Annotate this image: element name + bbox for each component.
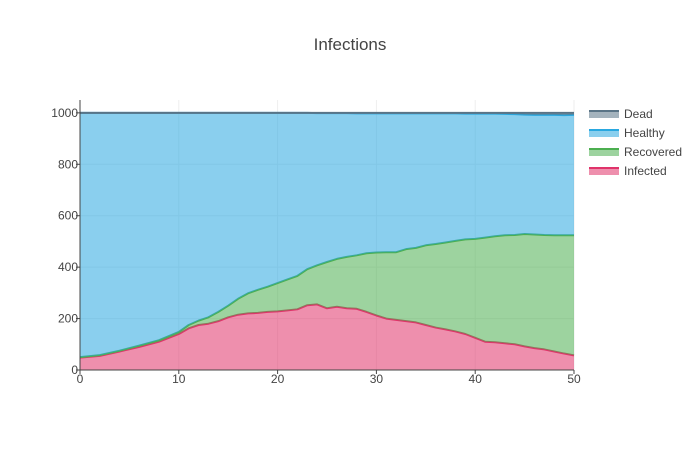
x-tick-label: 50 [567,372,581,386]
legend-swatch-recovered [589,148,619,156]
y-tick-label: 0 [71,363,78,377]
plot-areas [79,111,575,370]
y-tick-label: 800 [58,157,78,171]
x-tick-label: 30 [370,372,384,386]
area-recovered [80,233,574,358]
y-tick-label: 400 [58,260,78,274]
y-tick-label: 200 [58,312,78,326]
legend: Dead Healthy Recovered Infected [589,107,682,178]
x-tick-label: 0 [77,372,84,386]
x-tick-label: 10 [172,372,186,386]
legend-swatch-infected [589,167,619,175]
legend-label-dead: Dead [624,107,653,121]
legend-swatch-healthy [589,129,619,137]
legend-label-healthy: Healthy [624,126,665,140]
area-healthy [80,112,574,358]
chart-title: Infections [314,35,387,54]
y-tick-label: 600 [58,209,78,223]
x-tick-label: 40 [469,372,483,386]
legend-swatch-dead [589,110,619,118]
x-tick-label: 20 [271,372,285,386]
area-infected [80,304,574,370]
legend-label-infected: Infected [624,164,667,178]
y-tick-label: 1000 [51,106,78,120]
legend-label-recovered: Recovered [624,145,682,159]
axes: 0 10 20 30 40 50 0 200 400 600 800 1000 [51,100,581,386]
